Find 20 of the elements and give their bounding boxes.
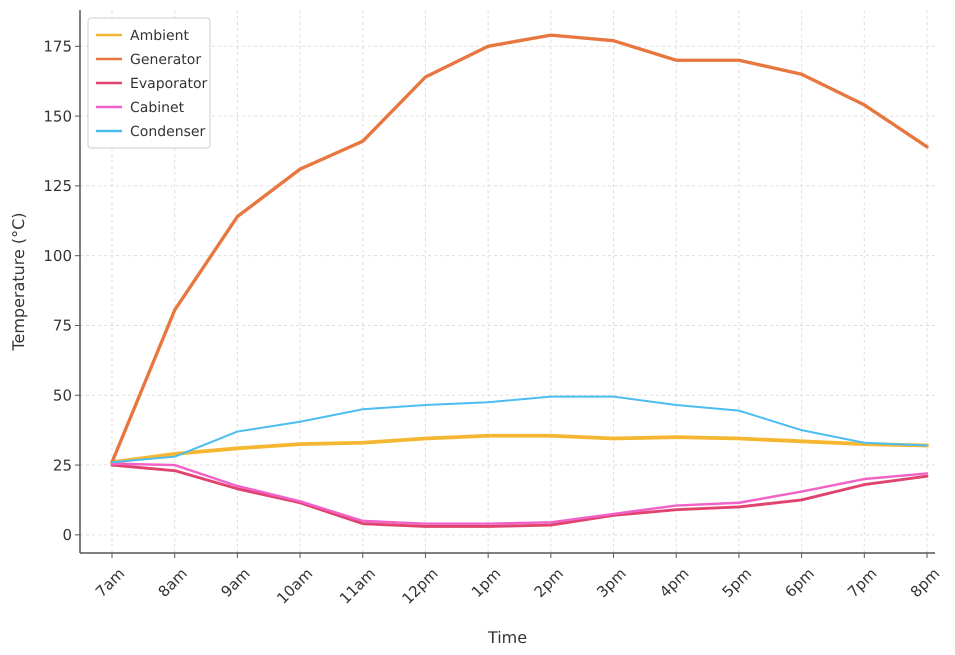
x-tick-label: 6pm: [781, 564, 818, 602]
legend-label: Condenser: [130, 124, 206, 140]
y-tick-label: 75: [52, 316, 72, 335]
x-tick-label: 7am: [92, 564, 128, 601]
y-tick-label: 0: [62, 526, 72, 544]
y-tick-label: 25: [52, 456, 72, 474]
x-axis-title: Time: [486, 628, 528, 647]
y-tick-label: 125: [43, 177, 72, 196]
y-tick-label: 50: [52, 386, 72, 405]
legend-label: Ambient: [130, 28, 190, 44]
x-tick-label: 4pm: [656, 564, 692, 602]
line-series: [110, 434, 929, 464]
y-tick-label: 150: [43, 107, 72, 126]
legend-label: Cabinet: [130, 100, 185, 116]
line-series: [111, 396, 928, 464]
y-tick-label: 100: [43, 246, 72, 265]
y-tick-label: 175: [43, 38, 72, 56]
legend-label: Generator: [130, 52, 202, 68]
y-axis-title: Temperature (°C): [9, 212, 28, 352]
legend-label: Evaporator: [130, 76, 208, 92]
